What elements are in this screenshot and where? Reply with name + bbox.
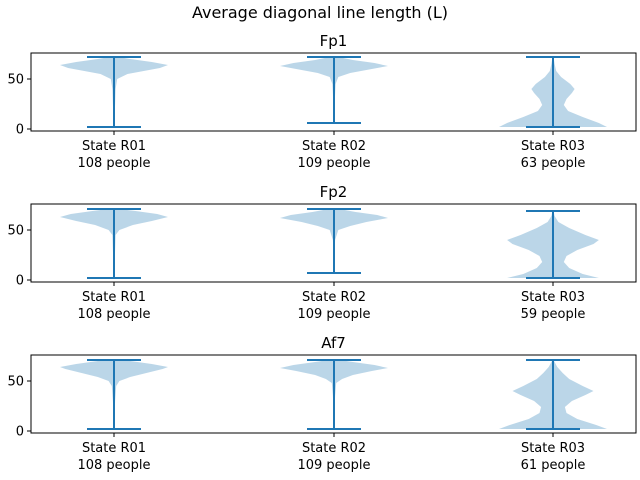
x-tick-label-count: 108 people	[77, 156, 150, 171]
x-tick-label-state: State R02	[302, 290, 366, 305]
x-tick-label-state: State R02	[302, 139, 366, 154]
figure-title: Average diagonal line length (L)	[192, 3, 448, 22]
axes-frame	[30, 52, 637, 132]
y-tick-label: 50	[7, 375, 24, 390]
subplot-fp2: Fp2 State R01 108 people State R02 109 peopl…	[7, 183, 637, 322]
x-tick-label-count: 63 people	[521, 156, 586, 171]
axes-frame	[30, 354, 637, 434]
y-tick-label: 50	[7, 73, 24, 88]
subplot-title: Af7	[321, 334, 346, 352]
x-tick-label-count: 109 people	[297, 156, 370, 171]
x-tick-label-count: 108 people	[77, 307, 150, 322]
x-tick-label-state: State R03	[521, 290, 585, 305]
x-tick-label-state: State R03	[521, 441, 585, 456]
subplot-title: Fp2	[320, 183, 348, 201]
x-tick-label-count: 108 people	[77, 458, 150, 473]
x-tick-label-state: State R01	[82, 441, 146, 456]
x-tick-label-state: State R03	[521, 139, 585, 154]
y-tick-label: 0	[16, 425, 24, 440]
subplot-fp1: Fp1 State R01 108 people State R02 109 peopl…	[7, 32, 637, 171]
axes-frame	[30, 203, 637, 283]
y-tick-label: 0	[16, 123, 24, 138]
x-tick-label-count: 109 people	[297, 458, 370, 473]
y-tick-label: 0	[16, 274, 24, 289]
subplot-af7: Af7 State R01 108 people State R02 109 peopl…	[7, 334, 637, 473]
x-tick-label-count: 109 people	[297, 307, 370, 322]
x-tick-label-state: State R01	[82, 139, 146, 154]
y-tick-label: 50	[7, 224, 24, 239]
x-tick-label-state: State R02	[302, 441, 366, 456]
x-tick-label-count: 59 people	[521, 307, 586, 322]
x-tick-label-count: 61 people	[521, 458, 586, 473]
x-tick-label-state: State R01	[82, 290, 146, 305]
subplot-title: Fp1	[320, 32, 348, 50]
